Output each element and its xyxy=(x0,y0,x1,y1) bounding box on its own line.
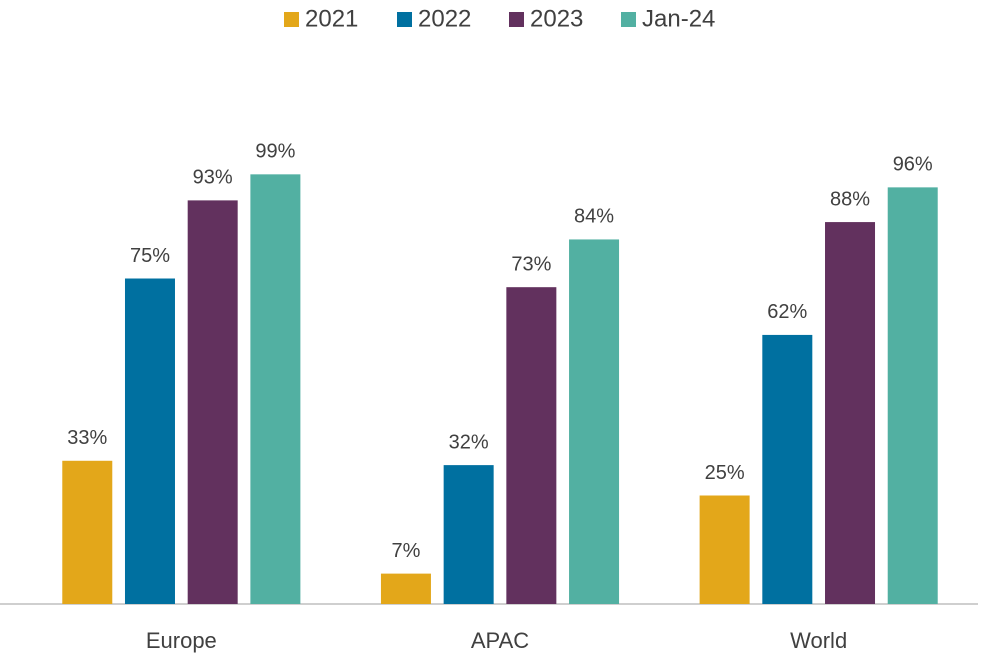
value-label: 93% xyxy=(193,167,233,189)
bar xyxy=(699,495,750,604)
legend-swatch xyxy=(397,12,412,27)
bar xyxy=(887,187,938,605)
value-label: 75% xyxy=(130,245,170,267)
legend-swatch xyxy=(509,12,524,27)
legend-label: Jan-24 xyxy=(642,5,715,32)
bar xyxy=(443,465,494,604)
legend-label: 2023 xyxy=(530,5,583,32)
value-label: 88% xyxy=(830,188,870,210)
bar xyxy=(762,334,813,604)
value-label: 73% xyxy=(511,253,551,275)
legend-label: 2022 xyxy=(418,5,471,32)
bar xyxy=(825,222,876,604)
value-label: 96% xyxy=(893,154,933,176)
bar xyxy=(62,460,113,604)
value-label: 99% xyxy=(255,141,295,163)
bar xyxy=(124,278,175,604)
bar xyxy=(250,174,301,604)
value-label: 32% xyxy=(449,431,489,453)
bar xyxy=(380,573,431,604)
legend-swatch xyxy=(621,12,636,27)
x-tick-label: APAC xyxy=(471,628,529,653)
bar xyxy=(506,287,557,604)
bar xyxy=(569,239,620,604)
x-tick-label: Europe xyxy=(146,628,217,653)
value-label: 7% xyxy=(391,540,420,562)
bar xyxy=(187,200,238,604)
value-label: 25% xyxy=(705,462,745,484)
legend-swatch xyxy=(284,12,299,27)
value-label: 33% xyxy=(67,427,107,449)
value-label: 84% xyxy=(574,206,614,228)
legend-label: 2021 xyxy=(305,5,358,32)
x-tick-label: World xyxy=(790,628,847,653)
value-label: 62% xyxy=(767,301,807,323)
